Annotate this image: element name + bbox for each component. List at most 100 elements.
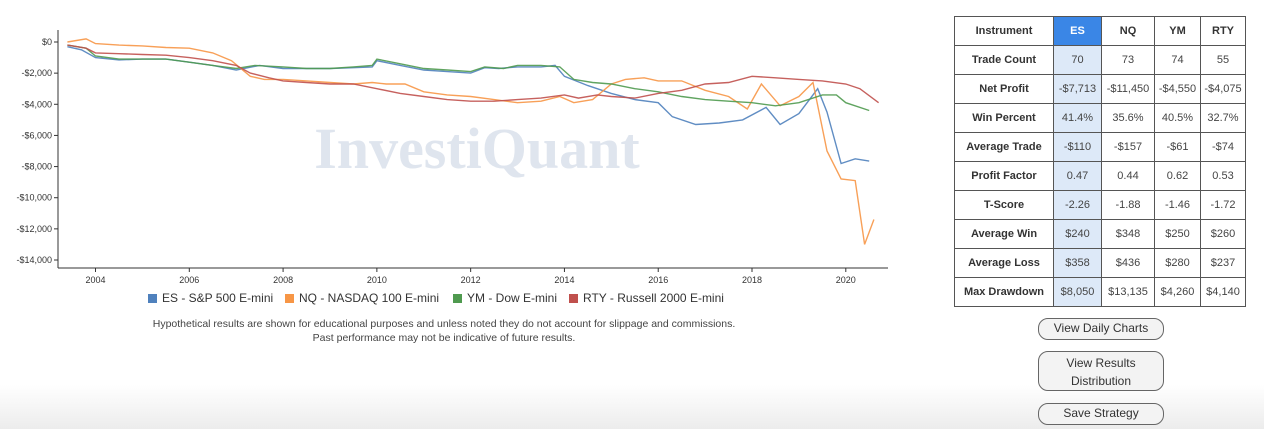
table-row: Profit Factor 0.47 0.44 0.62 0.53 bbox=[954, 161, 1246, 191]
cell-rty: -$74 bbox=[1200, 132, 1246, 162]
row-label: Trade Count bbox=[954, 45, 1054, 75]
cell-nq: -1.88 bbox=[1101, 190, 1155, 220]
cell-ym: $280 bbox=[1154, 248, 1201, 278]
x-tick-label: 2016 bbox=[648, 275, 668, 285]
disclaimer-text: Hypothetical results are shown for educa… bbox=[58, 317, 830, 345]
cell-nq: 73 bbox=[1101, 45, 1155, 75]
cell-rty: 55 bbox=[1200, 45, 1246, 75]
cell-es: -2.26 bbox=[1053, 190, 1102, 220]
legend-label-es: ES - S&P 500 E-mini bbox=[162, 291, 274, 305]
button-label-line-2: Distribution bbox=[1070, 374, 1132, 388]
legend-swatch-es bbox=[148, 294, 157, 303]
cell-es: -$7,713 bbox=[1053, 74, 1102, 104]
cell-es: $240 bbox=[1053, 219, 1102, 249]
y-axis-ticks: $0 -$2,000 -$4,000 -$6,000 -$8,000 -$10,000 -$… bbox=[16, 37, 58, 265]
table-row: Trade Count 70 73 74 55 bbox=[954, 45, 1246, 75]
cell-nq: 0.44 bbox=[1101, 161, 1155, 191]
header-es[interactable]: ES bbox=[1053, 16, 1102, 46]
table-row: Average Win $240 $348 $250 $260 bbox=[954, 219, 1246, 249]
table-row: Max Drawdown $8,050 $13,135 $4,260 $4,14… bbox=[954, 277, 1246, 307]
x-tick-label: 2006 bbox=[179, 275, 199, 285]
cell-nq: 35.6% bbox=[1101, 103, 1155, 133]
header-ym[interactable]: YM bbox=[1154, 16, 1201, 46]
cell-nq: $13,135 bbox=[1101, 277, 1155, 307]
cell-ym: 40.5% bbox=[1154, 103, 1201, 133]
legend-item-rty[interactable]: RTY - Russell 2000 E-mini bbox=[569, 291, 724, 305]
series-line-nq bbox=[67, 38, 875, 245]
cell-ym: 74 bbox=[1154, 45, 1201, 75]
table-header-row: Instrument ES NQ YM RTY bbox=[954, 16, 1246, 46]
row-label: Average Trade bbox=[954, 132, 1054, 162]
row-label: Max Drawdown bbox=[954, 277, 1054, 307]
cell-es: 0.47 bbox=[1053, 161, 1102, 191]
cell-es: 41.4% bbox=[1053, 103, 1102, 133]
equity-line-chart: InvestiQuant $0 -$2,000 -$4,000 -$6,000 -$8,… bbox=[16, 30, 888, 285]
cell-ym: 0.62 bbox=[1154, 161, 1201, 191]
table-row: Win Percent 41.4% 35.6% 40.5% 32.7% bbox=[954, 103, 1246, 133]
cell-es: 70 bbox=[1053, 45, 1102, 75]
legend-item-es[interactable]: ES - S&P 500 E-mini bbox=[148, 291, 273, 305]
table-row: Average Loss $358 $436 $280 $237 bbox=[954, 248, 1246, 278]
cell-ym: -$61 bbox=[1154, 132, 1201, 162]
cell-ym: $4,260 bbox=[1154, 277, 1201, 307]
y-tick-label: -$10,000 bbox=[16, 193, 52, 203]
cell-rty: 32.7% bbox=[1200, 103, 1246, 133]
legend-item-nq[interactable]: NQ - NASDAQ 100 E-mini bbox=[285, 291, 439, 305]
header-nq[interactable]: NQ bbox=[1101, 16, 1155, 46]
disclaimer-line-2: Past performance may not be indicative o… bbox=[312, 332, 576, 344]
header-instrument: Instrument bbox=[954, 16, 1054, 46]
cell-rty: $237 bbox=[1200, 248, 1246, 278]
x-tick-label: 2020 bbox=[836, 275, 856, 285]
row-label: Average Win bbox=[954, 219, 1054, 249]
view-results-distribution-button[interactable]: View Results Distribution bbox=[1038, 351, 1164, 391]
cell-nq: $348 bbox=[1101, 219, 1155, 249]
cell-ym: -$4,550 bbox=[1154, 74, 1201, 104]
y-tick-label: -$8,000 bbox=[21, 162, 52, 172]
cell-nq: -$11,450 bbox=[1101, 74, 1155, 104]
y-tick-label: -$14,000 bbox=[16, 255, 52, 265]
x-tick-label: 2004 bbox=[85, 275, 105, 285]
y-tick-label: -$12,000 bbox=[16, 224, 52, 234]
row-label: T-Score bbox=[954, 190, 1054, 220]
legend-swatch-ym bbox=[453, 294, 462, 303]
x-tick-label: 2014 bbox=[554, 275, 574, 285]
cell-rty: -$4,075 bbox=[1200, 74, 1246, 104]
y-tick-label: -$4,000 bbox=[21, 99, 52, 109]
cell-es: $8,050 bbox=[1053, 277, 1102, 307]
x-tick-label: 2010 bbox=[367, 275, 387, 285]
series-line-ym bbox=[67, 44, 870, 112]
table-row: Net Profit -$7,713 -$11,450 -$4,550 -$4,… bbox=[954, 74, 1246, 104]
cell-rty: -1.72 bbox=[1200, 190, 1246, 220]
watermark-logo: InvestiQuant bbox=[314, 116, 640, 181]
cell-es: $358 bbox=[1053, 248, 1102, 278]
view-daily-charts-button[interactable]: View Daily Charts bbox=[1038, 318, 1164, 340]
legend-swatch-rty bbox=[569, 294, 578, 303]
x-axis-ticks: 2004 2006 2008 2010 2012 2014 2016 2018 2020 bbox=[85, 268, 856, 285]
row-label: Profit Factor bbox=[954, 161, 1054, 191]
stats-table: Instrument ES NQ YM RTY Trade Count 70 7… bbox=[954, 16, 1246, 307]
legend-label-ym: YM - Dow E-mini bbox=[467, 291, 558, 305]
cell-es: -$110 bbox=[1053, 132, 1102, 162]
legend-swatch-nq bbox=[285, 294, 294, 303]
header-rty[interactable]: RTY bbox=[1200, 16, 1246, 46]
y-tick-label: -$6,000 bbox=[21, 130, 52, 140]
row-label: Win Percent bbox=[954, 103, 1054, 133]
cell-ym: -1.46 bbox=[1154, 190, 1201, 220]
cell-nq: -$157 bbox=[1101, 132, 1155, 162]
x-tick-label: 2008 bbox=[273, 275, 293, 285]
cell-rty: $260 bbox=[1200, 219, 1246, 249]
disclaimer-line-1: Hypothetical results are shown for educa… bbox=[152, 318, 736, 330]
legend-label-nq: NQ - NASDAQ 100 E-mini bbox=[299, 291, 440, 305]
button-label-line-1: View Results bbox=[1066, 356, 1136, 370]
cell-nq: $436 bbox=[1101, 248, 1155, 278]
table-row: Average Trade -$110 -$157 -$61 -$74 bbox=[954, 132, 1246, 162]
table-row: T-Score -2.26 -1.88 -1.46 -1.72 bbox=[954, 190, 1246, 220]
legend-item-ym[interactable]: YM - Dow E-mini bbox=[453, 291, 557, 305]
cell-rty: 0.53 bbox=[1200, 161, 1246, 191]
legend-label-rty: RTY - Russell 2000 E-mini bbox=[583, 291, 724, 305]
row-label: Average Loss bbox=[954, 248, 1054, 278]
cell-ym: $250 bbox=[1154, 219, 1201, 249]
y-tick-label: $0 bbox=[42, 37, 52, 47]
save-strategy-button[interactable]: Save Strategy bbox=[1038, 403, 1164, 425]
row-label: Net Profit bbox=[954, 74, 1054, 104]
